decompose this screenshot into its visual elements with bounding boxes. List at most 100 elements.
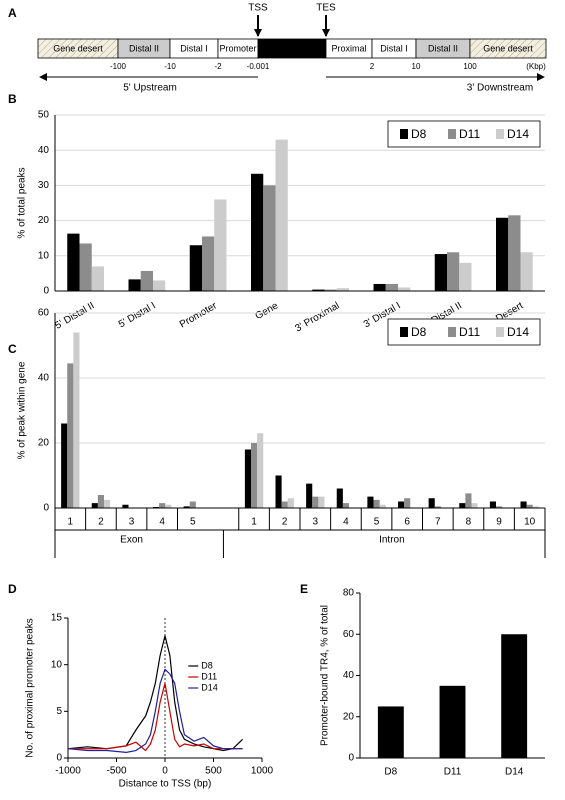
bar (61, 423, 68, 508)
region (469, 38, 547, 59)
panel-label: D (8, 582, 17, 596)
legend-box (387, 120, 541, 148)
unit-label: (Kbp) (526, 62, 546, 71)
bar (67, 363, 74, 508)
bar (342, 503, 349, 508)
bar (532, 506, 539, 508)
x-axis-label: Distance to TSS (bp) (119, 779, 212, 790)
bar (251, 443, 258, 508)
y-tick-label: 0 (56, 753, 62, 764)
bar (501, 634, 528, 758)
y-axis-label: Promoter-bound TR4, % of total (320, 605, 331, 746)
panel-label: E (300, 582, 308, 596)
x-tick-label: 3' Proximal (293, 300, 341, 334)
legend-label: D14 (507, 325, 529, 339)
y-axis-label: % of peak within gene (17, 361, 28, 459)
bar (202, 236, 215, 291)
legend-swatch (400, 129, 408, 139)
legend-label: D8 (411, 325, 427, 339)
bar (496, 217, 509, 291)
scale-label: -10 (164, 62, 176, 71)
bar (379, 504, 386, 508)
bar (281, 501, 288, 508)
bar (336, 288, 349, 291)
bar (318, 496, 325, 508)
bar (165, 504, 172, 508)
bar (128, 279, 141, 291)
panel-label: B (8, 92, 17, 106)
upstream-label: 5' Upstream (123, 83, 177, 94)
scale-label: 2 (370, 62, 375, 71)
bar (67, 233, 80, 291)
bar (91, 503, 98, 508)
x-tick-label: 1000 (251, 766, 274, 777)
x-tick-label: 5' Distal I (117, 300, 158, 330)
bar (183, 506, 190, 508)
scale-label: 10 (412, 62, 421, 71)
region-label: Gene desert (483, 43, 533, 53)
bar (97, 495, 104, 508)
x-tick-label: Promoter (178, 300, 220, 330)
bar (520, 252, 533, 291)
x-tick-label: 0 (162, 766, 168, 777)
bar (244, 449, 251, 508)
legend-label: D8 (201, 660, 213, 670)
y-axis-label: % of total peaks (17, 167, 28, 238)
group-label: Exon (120, 535, 143, 546)
bar (91, 266, 104, 291)
region-label: Distal I (380, 43, 408, 53)
x-tick-label: D11 (444, 767, 462, 778)
bar (159, 503, 166, 508)
group-label: Intron (379, 535, 405, 546)
bar (508, 215, 521, 291)
y-tick-label: 5 (56, 706, 62, 717)
legend-label: D14 (507, 127, 529, 141)
region-bar: Gene desert Distal II Distal I Promoter Gene… (37, 38, 547, 59)
y-axis-label: No. of proximal promoter peaks (25, 618, 36, 758)
x-tick-label: 4 (159, 517, 165, 528)
y-tick-label: 10 (51, 659, 63, 670)
legend-label: D8 (411, 127, 427, 141)
bar (153, 280, 166, 291)
scale-label: -2 (214, 62, 222, 71)
x-tick-label: 5 (190, 517, 196, 528)
x-tick-label: 5 (374, 517, 380, 528)
line (67, 668, 243, 753)
bar (434, 254, 447, 291)
x-tick-label: D14 (505, 767, 524, 778)
legend-label: D11 (459, 127, 480, 141)
scale-label: 100 (463, 62, 477, 71)
bar (526, 504, 533, 508)
line (67, 635, 244, 752)
panel-label: C (8, 342, 17, 356)
bar (312, 496, 319, 508)
bar (398, 501, 405, 508)
y-tick-label: 30 (38, 180, 50, 191)
region-label: Distal I (180, 43, 208, 53)
panel-label: A (8, 6, 17, 20)
bar (496, 506, 503, 508)
downstream-label: 3' Downstream (467, 83, 533, 94)
y-tick-label: 80 (343, 588, 355, 599)
bar (434, 506, 441, 508)
bar (428, 498, 435, 508)
region-label: Gene (281, 43, 303, 53)
bar (73, 332, 80, 508)
x-tick-label: 3 (129, 517, 135, 528)
x-tick-label: 1 (68, 517, 74, 528)
bar (465, 493, 472, 508)
x-tick-label: D8 (384, 767, 397, 778)
legend-swatch (496, 129, 504, 139)
bar (367, 496, 374, 508)
bar (275, 475, 282, 508)
bar (263, 185, 276, 291)
x-tick-label: 8 (466, 517, 472, 528)
bar (287, 498, 294, 508)
x-tick-label: 6 (404, 517, 410, 528)
bar (312, 289, 325, 291)
x-tick-label: 2 (98, 517, 104, 528)
region-label: Promoter (219, 43, 256, 53)
tss-label: TSS (248, 3, 268, 14)
